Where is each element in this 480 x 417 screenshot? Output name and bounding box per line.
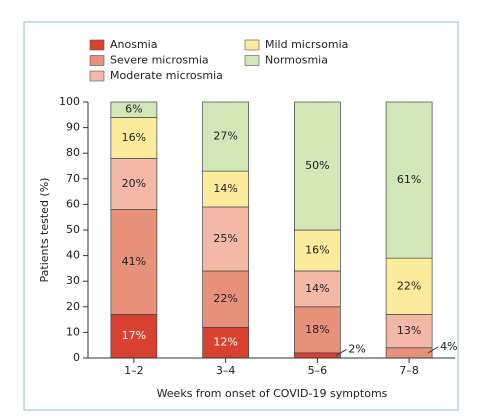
y-tick-label: 100 [59, 95, 80, 108]
y-axis-label: Patients tested (%) [38, 178, 51, 283]
bar-segment [385, 347, 433, 359]
y-tick-label: 70 [66, 172, 80, 185]
data-label: 14% [305, 282, 329, 295]
data-label: 2% [348, 342, 365, 355]
legend-label: Normosmia [265, 54, 328, 67]
bar-segment [385, 314, 433, 349]
data-label: 4% [440, 340, 457, 353]
y-tick-label: 30 [66, 274, 80, 287]
bar-segment [294, 352, 341, 359]
y-tick-label: 40 [66, 249, 80, 262]
legend-swatch [89, 70, 105, 82]
data-label: 13% [397, 324, 421, 337]
data-label: 61% [397, 173, 421, 186]
data-label: 16% [305, 243, 329, 256]
legend-label: Severe microsmia [110, 54, 209, 67]
bar-segment [110, 157, 158, 210]
y-tick-label: 80 [66, 146, 80, 159]
x-tick-label: 5–6 [308, 364, 328, 377]
y-tick-label: 0 [73, 351, 80, 364]
y-tick-label: 20 [66, 300, 80, 313]
bar-segment [385, 257, 433, 315]
y-tick-label: 10 [66, 325, 80, 338]
bar-segment [110, 117, 158, 159]
bar-segment [385, 101, 433, 259]
data-label: 17% [122, 329, 146, 342]
bar-segment [202, 170, 249, 208]
data-label: 12% [213, 336, 237, 349]
data-label: 25% [213, 232, 237, 245]
x-tick-label: 7–8 [399, 364, 419, 377]
frame [23, 21, 459, 411]
bar-segment [294, 306, 341, 354]
bar-segment [202, 270, 249, 328]
legend-label: Mild micrsomia [265, 38, 348, 51]
y-tick-label: 50 [66, 223, 80, 236]
legend-swatch [89, 55, 105, 66]
data-label: 6% [125, 103, 142, 116]
bar-segment [294, 229, 341, 272]
data-label: 20% [122, 177, 146, 190]
label-leader [336, 349, 347, 356]
data-label: 16% [122, 131, 146, 144]
bar-segment [110, 101, 158, 118]
data-label: 22% [213, 292, 237, 305]
data-label: 41% [122, 255, 146, 268]
bar-segment [294, 270, 341, 308]
data-label: 50% [305, 159, 329, 172]
data-label: 18% [305, 323, 329, 336]
legend-swatch [244, 39, 260, 51]
data-label: 27% [213, 130, 237, 143]
legend-label: Anosmia [110, 38, 157, 51]
label-leader [427, 346, 439, 354]
legend-label: Moderate microsmia [110, 69, 223, 82]
bar-segment [294, 101, 341, 231]
x-tick-label: 3–4 [216, 364, 236, 377]
y-tick-label: 60 [66, 197, 80, 210]
legend-swatch [89, 39, 105, 51]
data-label: 14% [213, 182, 237, 195]
x-axis-label: Weeks from onset of COVID-19 symptoms [157, 387, 388, 400]
legend-swatch [244, 55, 260, 66]
bar-segment [202, 206, 249, 272]
y-tick-label: 90 [66, 121, 80, 134]
bar-segment [202, 101, 249, 172]
x-tick-label: 1–2 [124, 364, 144, 377]
bar-segment [110, 209, 158, 315]
data-label: 22% [397, 279, 421, 292]
